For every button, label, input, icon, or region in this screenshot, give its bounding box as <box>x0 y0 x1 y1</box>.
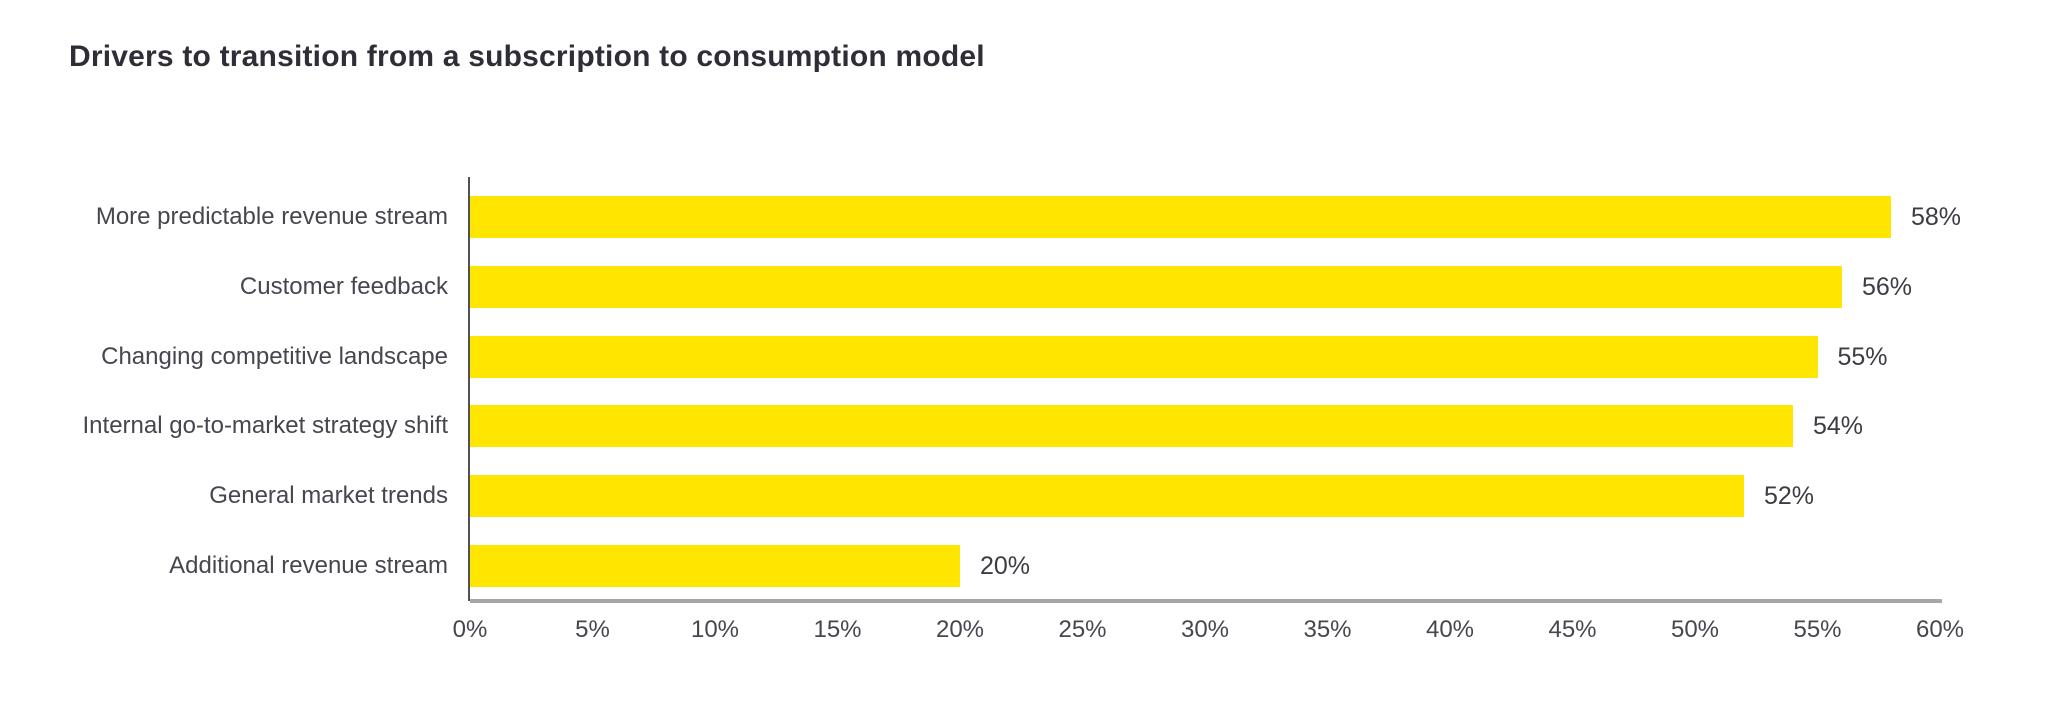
x-tick-label: 15% <box>813 616 862 643</box>
value-label: 55% <box>1837 342 1888 371</box>
bar-row: General market trends 52% <box>0 475 2048 518</box>
category-label: More predictable revenue stream <box>95 202 448 230</box>
x-tick-label: 30% <box>1180 616 1230 643</box>
category-label: Additional revenue stream <box>169 552 448 580</box>
value-label: 56% <box>1862 272 1913 301</box>
value-label: 20% <box>980 552 1031 581</box>
value-label: 52% <box>1764 482 1815 511</box>
category-label: General market trends <box>209 482 448 510</box>
value-label: 58% <box>1911 202 1962 231</box>
bar <box>470 405 1793 448</box>
bar-row: Changing competitive landscape 55% <box>0 335 2048 378</box>
x-tick-label: 55% <box>1793 616 1842 643</box>
x-tick-label: 60% <box>1915 616 1965 643</box>
x-tick-label: 25% <box>1058 616 1107 643</box>
bar-row: Additional revenue stream 20% <box>0 545 2048 588</box>
x-tick-label: 0% <box>452 616 488 643</box>
x-tick-label: 20% <box>935 616 985 643</box>
x-tick-label: 35% <box>1303 616 1352 643</box>
bar-row: Internal go-to-market strategy shift 54% <box>0 405 2048 448</box>
x-tick-label: 10% <box>690 616 740 643</box>
chart-title: Drivers to transition from a subscriptio… <box>69 40 985 73</box>
bar <box>470 545 960 588</box>
x-tick-label: 5% <box>575 616 610 643</box>
bar <box>470 195 1891 238</box>
bar <box>470 335 1818 378</box>
category-label: Customer feedback <box>239 272 448 300</box>
x-axis-baseline <box>470 599 1942 603</box>
y-axis-line <box>468 177 470 601</box>
bar-row: More predictable revenue stream 58% <box>0 195 2048 238</box>
bar <box>470 265 1842 308</box>
x-tick-label: 45% <box>1548 616 1597 643</box>
x-tick-label: 50% <box>1670 616 1720 643</box>
category-label: Changing competitive landscape <box>101 342 448 370</box>
value-label: 54% <box>1813 412 1864 441</box>
bar <box>470 475 1744 518</box>
x-tick-label: 40% <box>1425 616 1475 643</box>
bar-row: Customer feedback 56% <box>0 265 2048 308</box>
category-label: Internal go-to-market strategy shift <box>82 412 448 440</box>
